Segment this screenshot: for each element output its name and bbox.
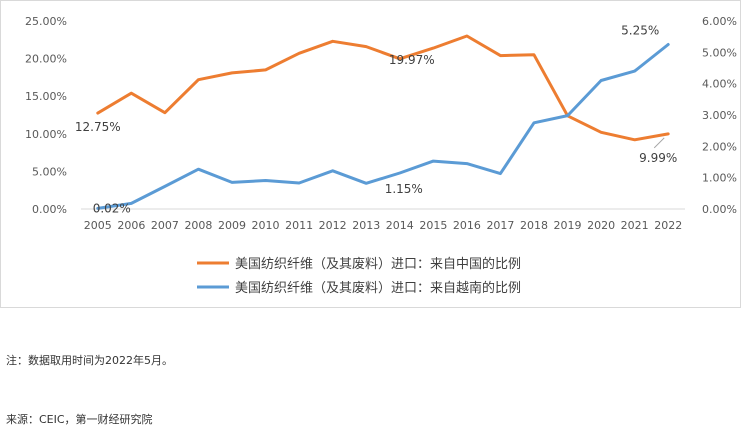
left-axis-tick-label: 10.00%: [25, 128, 67, 141]
x-axis-tick-label: 2007: [151, 219, 179, 232]
right-axis-tick-label: 6.00%: [702, 15, 737, 28]
x-axis-tick-label: 2012: [319, 219, 347, 232]
x-axis-tick-label: 2020: [587, 219, 615, 232]
data-label: 1.15%: [385, 182, 423, 196]
right-axis-tick-label: 1.00%: [702, 172, 737, 185]
x-axis-tick-label: 2017: [486, 219, 514, 232]
x-axis-tick-label: 2008: [184, 219, 212, 232]
left-axis-tick-label: 15.00%: [25, 90, 67, 103]
legend-label: 美国纺织纤维（及其废料）进口：来自中国的比例: [235, 256, 521, 272]
legend-label: 美国纺织纤维（及其废料）进口：来自越南的比例: [235, 280, 521, 296]
x-axis-tick-label: 2014: [386, 219, 414, 232]
x-axis-tick-label: 2021: [621, 219, 649, 232]
x-axis-tick-label: 2015: [419, 219, 447, 232]
x-axis-tick-label: 2005: [84, 219, 112, 232]
x-axis-tick-label: 2018: [520, 219, 548, 232]
data-label: 12.75%: [75, 120, 121, 134]
left-axis-tick-label: 0.00%: [32, 203, 67, 216]
right-axis-tick-label: 0.00%: [702, 203, 737, 216]
data-note: 注：数据取用时间为2022年5月。: [6, 354, 173, 367]
left-axis-tick-label: 25.00%: [25, 15, 67, 28]
right-axis-tick-label: 5.00%: [702, 46, 737, 59]
x-axis-tick-label: 2022: [654, 219, 682, 232]
x-axis-tick-label: 2019: [554, 219, 582, 232]
x-axis-tick-label: 2006: [117, 219, 145, 232]
right-axis-tick-label: 4.00%: [702, 78, 737, 91]
series-line-vietnam: [96, 43, 670, 210]
x-axis-tick-label: 2016: [453, 219, 481, 232]
right-axis-tick-label: 3.00%: [702, 109, 737, 122]
chart-frame: 0.00% 5.00% 10.00% 15.00% 20.00% 25.00% 0.00%…: [0, 0, 741, 308]
x-axis-tick-label: 2011: [285, 219, 313, 232]
data-label: 0.02%: [93, 201, 131, 215]
data-label: 19.97%: [389, 53, 435, 67]
data-label-leader-line: [653, 137, 665, 149]
x-axis-tick-label: 2010: [252, 219, 280, 232]
left-axis-tick-label: 20.00%: [25, 53, 67, 66]
right-axis-tick-label: 2.00%: [702, 140, 737, 153]
left-axis-tick-label: 5.00%: [32, 165, 67, 178]
source-note: 来源：CEIC，第一财经研究院: [6, 413, 153, 426]
line-chart: 0.00% 5.00% 10.00% 15.00% 20.00% 25.00% 0.00%…: [25, 15, 737, 296]
data-label: 9.99%: [639, 151, 677, 165]
x-axis-tick-label: 2013: [352, 219, 380, 232]
x-axis-tick-label: 2009: [218, 219, 246, 232]
data-label: 5.25%: [621, 24, 659, 38]
series-line-china: [96, 34, 670, 142]
